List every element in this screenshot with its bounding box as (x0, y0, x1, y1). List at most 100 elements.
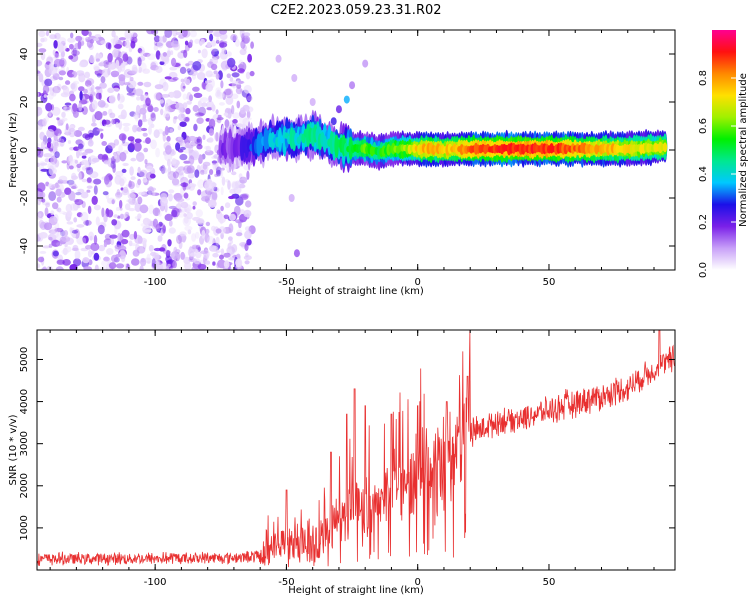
noise-speckle (53, 53, 60, 59)
noise-speckle (56, 242, 63, 247)
spectrogram-x-tick-label: 0 (415, 277, 421, 288)
colorbar-tick-label: 0.6 (698, 118, 709, 134)
noise-speckle (162, 81, 169, 92)
noise-speckle (76, 212, 83, 218)
noise-speckle (91, 250, 95, 255)
noise-speckle (49, 87, 55, 96)
noise-speckle (191, 233, 197, 242)
noise-speckle (113, 139, 120, 146)
noise-speckle (172, 90, 182, 99)
noise-speckle (187, 229, 192, 235)
noise-speckle (155, 223, 161, 232)
noise-speckle (136, 126, 143, 132)
noise-speckle (122, 122, 131, 127)
noise-speckle (108, 94, 116, 104)
noise-speckle (135, 243, 140, 252)
noise-speckle (72, 244, 79, 251)
noise-speckle (244, 230, 252, 240)
noise-speckle (143, 147, 149, 153)
noise-speckle (224, 88, 232, 96)
noise-speckle (215, 131, 219, 142)
noise-speckle (130, 157, 137, 162)
noise-speckle (99, 82, 107, 89)
noise-speckle (136, 96, 141, 101)
noise-speckle (50, 230, 59, 239)
noise-speckle (77, 143, 84, 150)
noise-speckle (46, 128, 55, 138)
noise-speckle (95, 58, 101, 62)
noise-speckle (160, 108, 164, 116)
noise-speckle (105, 145, 113, 154)
noise-speckle (42, 245, 51, 249)
noise-speckle (145, 137, 151, 145)
noise-speckle (168, 193, 173, 202)
noise-speckle (45, 202, 50, 208)
noise-speckle (200, 38, 205, 45)
noise-speckle (205, 221, 211, 227)
noise-speckle (123, 125, 130, 132)
noise-speckle (183, 192, 189, 199)
noise-speckle (205, 228, 210, 235)
noise-speckle (231, 105, 235, 115)
noise-speckle (138, 191, 146, 196)
noise-speckle (128, 200, 138, 206)
noise-speckle (37, 125, 43, 130)
noise-speckle (39, 232, 48, 239)
noise-speckle (101, 260, 109, 267)
spectrogram-y-label: Frequency (Hz) (8, 112, 19, 188)
noise-speckle (91, 100, 98, 110)
noise-speckle (43, 222, 53, 231)
noise-speckle (111, 199, 115, 205)
noise-speckle (220, 248, 224, 254)
noise-speckle (191, 266, 199, 270)
noise-speckle (71, 186, 77, 189)
noise-speckle (117, 232, 122, 242)
noise-speckle (113, 152, 118, 160)
noise-speckle (200, 97, 209, 103)
noise-speckle (53, 40, 58, 49)
noise-speckle (107, 87, 115, 94)
noise-speckle (201, 190, 210, 200)
noise-speckle (188, 135, 197, 142)
noise-speckle (100, 132, 104, 139)
noise-speckle (187, 173, 195, 179)
noise-speckle (95, 216, 100, 226)
noise-speckle (97, 53, 103, 60)
noise-speckle (39, 191, 46, 199)
noise-speckle (65, 80, 71, 85)
noise-speckle (216, 36, 220, 44)
noise-speckle (187, 70, 194, 76)
noise-speckle (48, 191, 57, 202)
figure-title: C2E2.2023.059.23.31.R02 (270, 3, 441, 18)
noise-speckle (213, 226, 220, 236)
noise-speckle (132, 124, 138, 133)
snr-y-axis: 1000 2000 3000 4000 5000 (19, 347, 675, 541)
noise-speckle (201, 102, 208, 107)
noise-speckle (73, 146, 80, 151)
noise-speckle (130, 139, 135, 149)
noise-speckle (62, 259, 71, 266)
noise-speckle (51, 184, 60, 189)
noise-speckle (42, 118, 47, 127)
noise-speckle (201, 229, 206, 239)
noise-speckle (41, 267, 47, 270)
noise-speckle (229, 252, 236, 261)
noise-speckle (142, 68, 150, 74)
noise-speckle (67, 155, 73, 166)
noise-speckle (207, 199, 217, 208)
noise-speckle (37, 59, 43, 67)
noise-speckle (111, 219, 118, 226)
ridge-mark (270, 131, 275, 151)
noise-speckle (109, 234, 118, 239)
noise-speckle (192, 86, 200, 92)
noise-speckle (39, 250, 47, 254)
noise-speckle (63, 105, 67, 110)
noise-speckle (42, 201, 51, 206)
noise-speckle (87, 139, 94, 147)
noise-speckle (70, 32, 74, 39)
noise-speckle (38, 73, 44, 83)
noise-speckle (119, 151, 127, 162)
noise-speckle (104, 175, 110, 185)
noise-speckle (43, 153, 53, 158)
noise-speckle (171, 158, 177, 165)
